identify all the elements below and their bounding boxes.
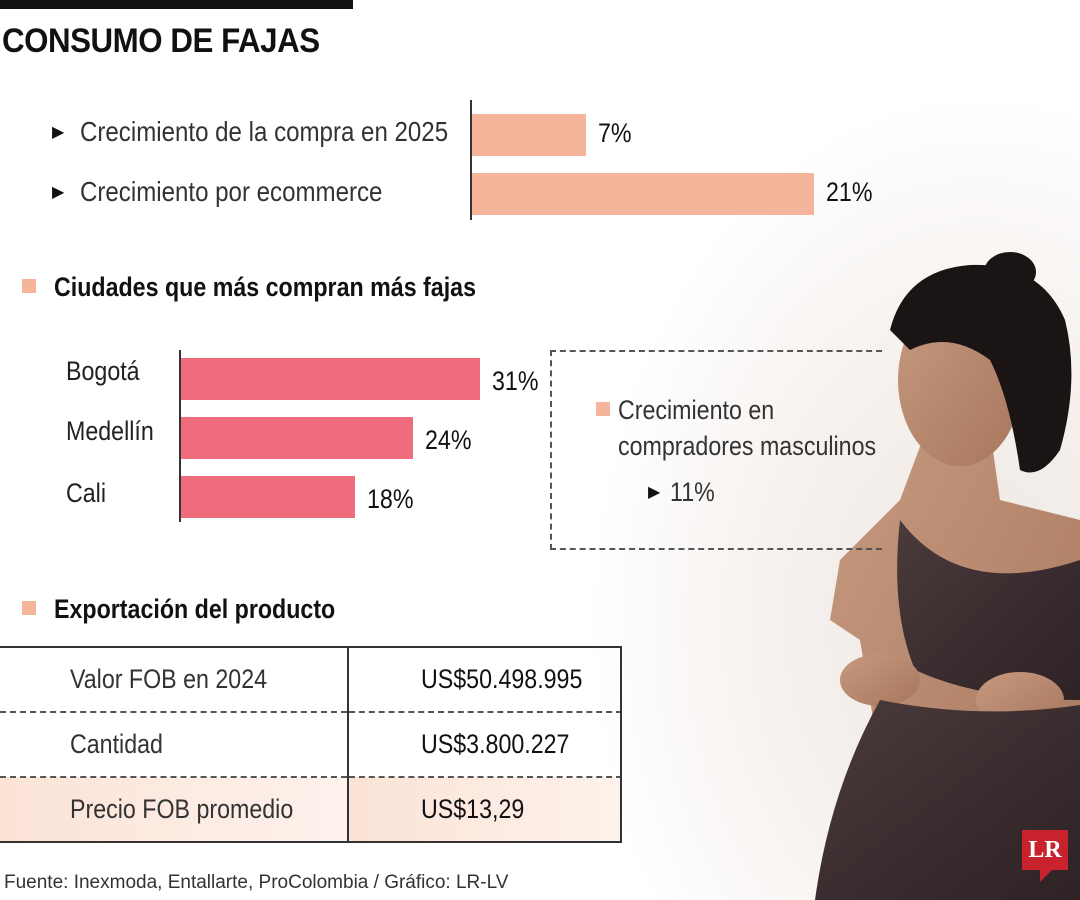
city-value-label-0: 31% bbox=[492, 366, 539, 396]
city-label-medellin: Medellín bbox=[66, 416, 154, 446]
male-buyers-line1: Crecimiento en bbox=[596, 392, 800, 428]
table-cell-label: Valor FOB en 2024 bbox=[0, 646, 349, 713]
lr-logo: LR bbox=[1022, 830, 1068, 870]
city-label-cali: Cali bbox=[66, 478, 107, 508]
cities-heading: Ciudades que más compran más fajas bbox=[22, 272, 545, 303]
table-cell-value: US$50.498.995 bbox=[347, 646, 622, 713]
male-buyers-line2: compradores masculinos bbox=[618, 431, 877, 461]
growth-bar-0 bbox=[472, 114, 587, 156]
growth-value-label-1: 21% bbox=[826, 177, 873, 207]
page-title: CONSUMO DE FAJAS bbox=[2, 22, 320, 60]
table-cell-label: Precio FOB promedio bbox=[0, 777, 349, 843]
table-row: Cantidad US$3.800.227 bbox=[0, 712, 622, 778]
city-bar-2 bbox=[181, 476, 355, 518]
city-value-label-1: 24% bbox=[424, 425, 472, 455]
square-bullet-icon bbox=[22, 279, 36, 293]
lr-logo-tail bbox=[1040, 870, 1052, 882]
triangle-icon: ▶ bbox=[52, 124, 65, 141]
city-label-bogota: Bogotá bbox=[66, 356, 140, 386]
growth-label-2: ▶ Crecimiento por ecommerce bbox=[52, 176, 383, 207]
source-note: Fuente: Inexmoda, Entallarte, ProColombi… bbox=[4, 872, 509, 893]
top-rule bbox=[0, 0, 353, 9]
growth-value-label-0: 7% bbox=[598, 118, 632, 148]
table-cell-value: US$3.800.227 bbox=[347, 712, 622, 778]
male-buyers-box bbox=[550, 350, 882, 550]
growth-axis bbox=[470, 100, 472, 220]
triangle-icon: ▶ bbox=[648, 484, 661, 501]
city-value-label-2: 18% bbox=[366, 484, 414, 514]
triangle-icon: ▶ bbox=[52, 184, 65, 201]
square-bullet-icon bbox=[596, 402, 610, 416]
table-cell-label: Cantidad bbox=[0, 712, 349, 778]
city-bar-0 bbox=[181, 358, 481, 400]
cities-axis bbox=[179, 350, 181, 522]
table-cell-value: US$13,29 bbox=[347, 777, 622, 843]
table-right-border bbox=[620, 646, 622, 842]
table-row: Valor FOB en 2024 US$50.498.995 bbox=[0, 646, 622, 713]
square-bullet-icon bbox=[22, 601, 36, 615]
export-table: Valor FOB en 2024 US$50.498.995 Cantidad… bbox=[0, 646, 622, 843]
growth-label-1: ▶ Crecimiento de la compra en 2025 bbox=[52, 116, 449, 147]
table-row: Precio FOB promedio US$13,29 bbox=[0, 777, 622, 843]
city-bar-1 bbox=[181, 417, 413, 459]
export-heading: Exportación del producto bbox=[22, 594, 381, 625]
growth-bar-1 bbox=[472, 173, 815, 215]
male-buyers-value: ▶ 11% bbox=[648, 477, 716, 507]
